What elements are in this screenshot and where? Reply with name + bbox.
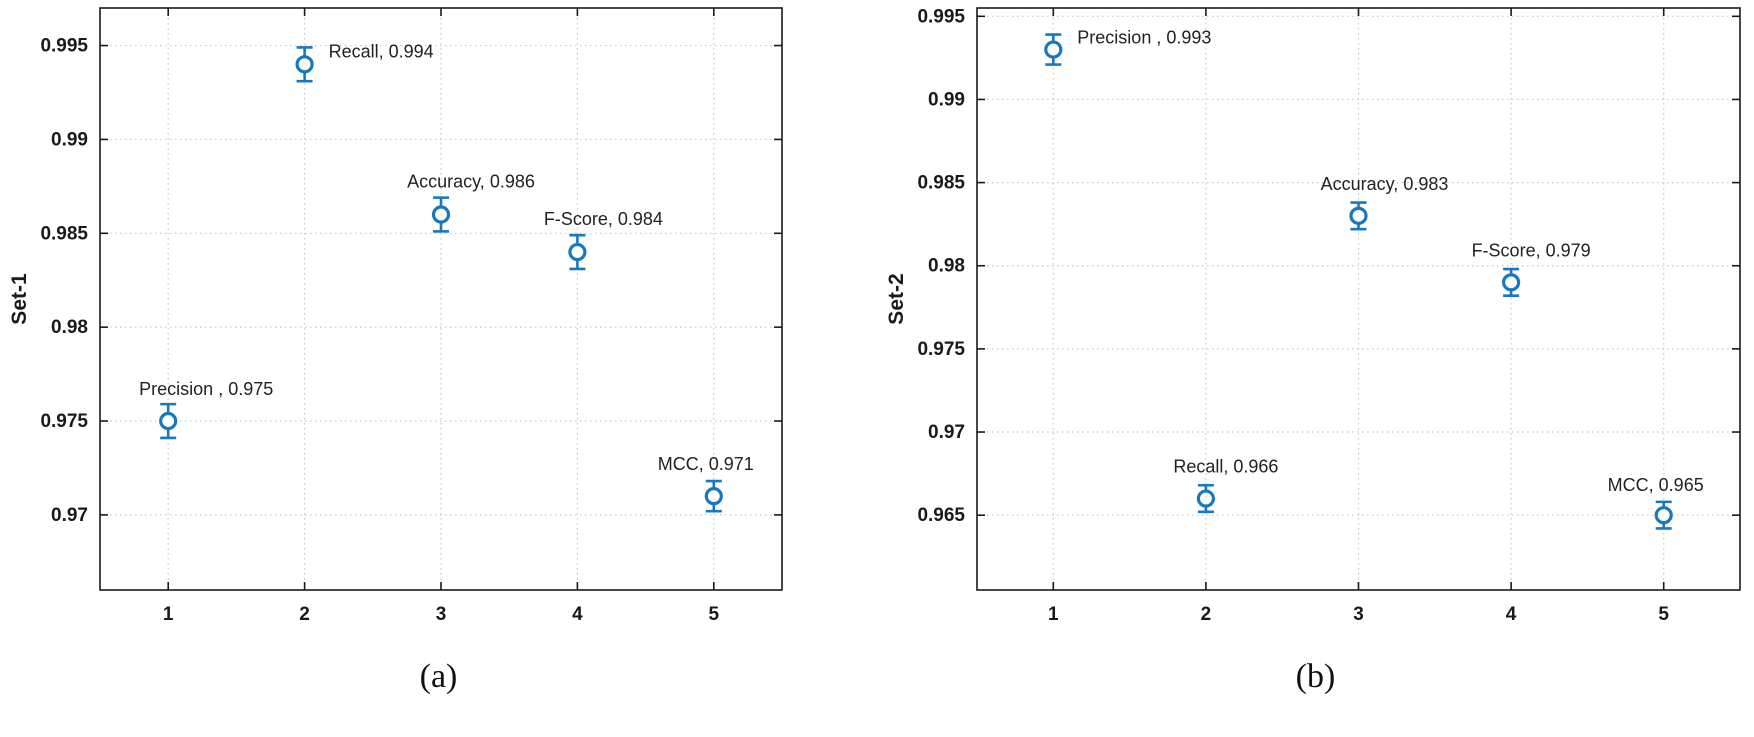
x-tick-label: 2 <box>299 604 310 625</box>
point-label: MCC, 0.971 <box>658 454 754 474</box>
plot-background <box>0 0 877 656</box>
tick-marks <box>977 8 1740 590</box>
y-tick-label: 0.965 <box>917 505 965 526</box>
x-tick-label: 5 <box>709 604 720 625</box>
data-point: Precision , 0.993 <box>1044 28 1211 66</box>
y-tick-label: 0.985 <box>917 173 965 194</box>
point-label: Accuracy, 0.983 <box>1321 174 1449 194</box>
marker-circle <box>159 411 178 431</box>
y-tick-label: 0.99 <box>928 89 965 110</box>
data-point: Recall, 0.966 <box>1173 457 1278 514</box>
point-label: MCC, 0.965 <box>1608 475 1704 495</box>
caption-a: (a) <box>419 658 458 695</box>
marker-circle <box>704 487 723 506</box>
marker-circle <box>1501 273 1521 292</box>
y-tick-label: 0.97 <box>928 422 965 443</box>
y-tick-label: 0.99 <box>51 129 88 150</box>
y-tick-label: 0.98 <box>51 317 88 338</box>
y-tick-label: 0.975 <box>40 411 88 432</box>
x-tick-label: 1 <box>1048 604 1059 625</box>
chart-set1: 1 2 3 4 5 0.97 0.975 0.98 0.985 0.99 0.995 Set-1 Pre… <box>0 0 877 656</box>
grid-lines <box>977 8 1740 590</box>
tick-labels: 1 2 3 4 5 0.965 0.97 0.975 0.98 0.985 0.99 0.995 <box>917 6 1669 625</box>
data-point: Recall, 0.994 <box>295 41 434 83</box>
y-axis-label: Set-1 <box>8 273 31 325</box>
y-axis-label: Set-2 <box>885 273 908 324</box>
panel-set2: 1 2 3 4 5 0.965 0.97 0.975 0.98 0.985 0.99 0.995 Set… <box>877 0 1754 737</box>
marker-circle <box>1349 206 1368 225</box>
x-tick-label: 1 <box>163 604 174 625</box>
y-tick-label: 0.97 <box>51 505 88 526</box>
x-tick-label: 5 <box>1658 604 1669 625</box>
x-tick-label: 3 <box>1353 604 1364 625</box>
y-tick-label: 0.985 <box>40 223 88 244</box>
plot-background <box>877 0 1754 656</box>
point-label: F-Score, 0.979 <box>1472 240 1591 260</box>
point-label: Recall, 0.966 <box>1173 457 1278 477</box>
data-point: Accuracy, 0.986 <box>407 172 535 233</box>
point-label: Accuracy, 0.986 <box>407 172 535 192</box>
data-point: MCC, 0.965 <box>1608 475 1704 530</box>
data-point: MCC, 0.971 <box>658 454 754 513</box>
marker-circle <box>1654 506 1673 525</box>
x-tick-label: 4 <box>572 604 583 625</box>
point-label: Recall, 0.994 <box>329 41 434 61</box>
y-tick-label: 0.995 <box>917 6 965 27</box>
marker-circle <box>1044 40 1063 59</box>
x-tick-label: 2 <box>1201 604 1212 625</box>
marker-circle <box>568 242 587 262</box>
tick-marks <box>100 8 782 590</box>
x-tick-label: 4 <box>1506 604 1517 625</box>
data-point: F-Score, 0.979 <box>1472 240 1591 297</box>
data-point: F-Score, 0.984 <box>544 209 663 271</box>
marker-circle <box>1196 489 1215 508</box>
marker-circle <box>431 205 451 224</box>
y-tick-label: 0.98 <box>928 256 965 277</box>
point-label: Precision , 0.993 <box>1077 28 1211 48</box>
data-point: Accuracy, 0.983 <box>1321 174 1449 231</box>
caption-b: (b) <box>1295 658 1336 695</box>
point-label: Precision , 0.975 <box>139 379 273 399</box>
x-tick-label: 3 <box>436 604 447 625</box>
chart-set2: 1 2 3 4 5 0.965 0.97 0.975 0.98 0.985 0.99 0.995 Set… <box>877 0 1754 656</box>
data-point: Precision , 0.975 <box>139 379 273 440</box>
y-tick-label: 0.975 <box>917 339 965 360</box>
panel-set1: 1 2 3 4 5 0.97 0.975 0.98 0.985 0.99 0.995 Set-1 Pre… <box>0 0 877 695</box>
tick-labels: 1 2 3 4 5 0.97 0.975 0.98 0.985 0.99 0.995 <box>40 36 719 625</box>
marker-circle <box>295 55 314 74</box>
y-tick-label: 0.995 <box>40 36 88 57</box>
point-label: F-Score, 0.984 <box>544 209 663 229</box>
